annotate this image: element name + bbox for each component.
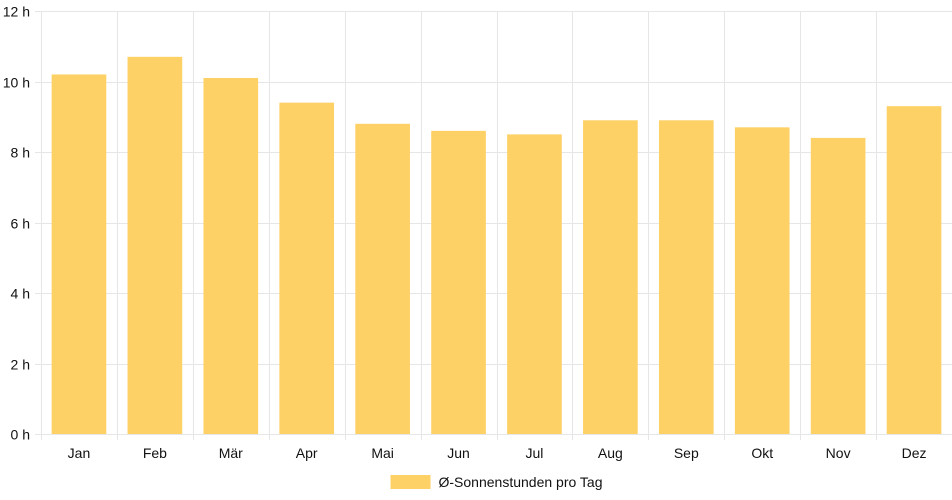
y-axis-ticks: 0 h 2 h 4 h 6 h 8 h 10 h 12 h — [3, 4, 30, 443]
bar-okt[interactable] — [734, 127, 790, 434]
bar-dez[interactable] — [886, 106, 942, 435]
x-tick-label: Mai — [371, 445, 394, 461]
bar-jul[interactable] — [507, 134, 562, 434]
x-tick-label: Sep — [674, 445, 699, 461]
x-tick-label: Jul — [526, 445, 544, 461]
bar-mär[interactable] — [203, 77, 259, 434]
legend-swatch[interactable] — [390, 475, 431, 489]
x-tick-label: Apr — [296, 445, 318, 461]
y-tick-label: 8 h — [11, 145, 30, 161]
bar-mai[interactable] — [355, 123, 410, 435]
x-tick-label: Aug — [598, 445, 623, 461]
bar-jan[interactable] — [51, 74, 107, 434]
legend[interactable]: Ø-Sonnenstunden pro Tag — [390, 474, 603, 490]
bar-feb[interactable] — [127, 56, 183, 434]
bar-jun[interactable] — [431, 130, 486, 434]
bar-aug[interactable] — [583, 120, 638, 435]
y-tick-label: 4 h — [11, 286, 30, 302]
y-tick-label: 0 h — [11, 427, 30, 443]
y-tick-label: 2 h — [11, 357, 30, 373]
x-tick-label: Jan — [68, 445, 91, 461]
bar-apr[interactable] — [279, 102, 335, 435]
y-tick-label: 6 h — [11, 216, 30, 232]
bar-sep[interactable] — [658, 120, 714, 435]
x-tick-label: Okt — [751, 445, 773, 461]
bars — [51, 56, 942, 435]
x-axis-ticks: Jan Feb Mär Apr Mai Jun Jul Aug Sep Okt Nov Dez — [68, 445, 927, 461]
bar-nov[interactable] — [810, 137, 866, 434]
grid-lines — [35, 11, 952, 440]
x-tick-label: Jun — [447, 445, 470, 461]
x-tick-label: Nov — [826, 445, 851, 461]
y-tick-label: 10 h — [3, 75, 30, 91]
x-tick-label: Feb — [143, 445, 167, 461]
legend-label[interactable]: Ø-Sonnenstunden pro Tag — [439, 474, 603, 490]
y-tick-label: 12 h — [3, 4, 30, 20]
x-tick-label: Dez — [902, 445, 927, 461]
x-tick-label: Mär — [219, 445, 243, 461]
